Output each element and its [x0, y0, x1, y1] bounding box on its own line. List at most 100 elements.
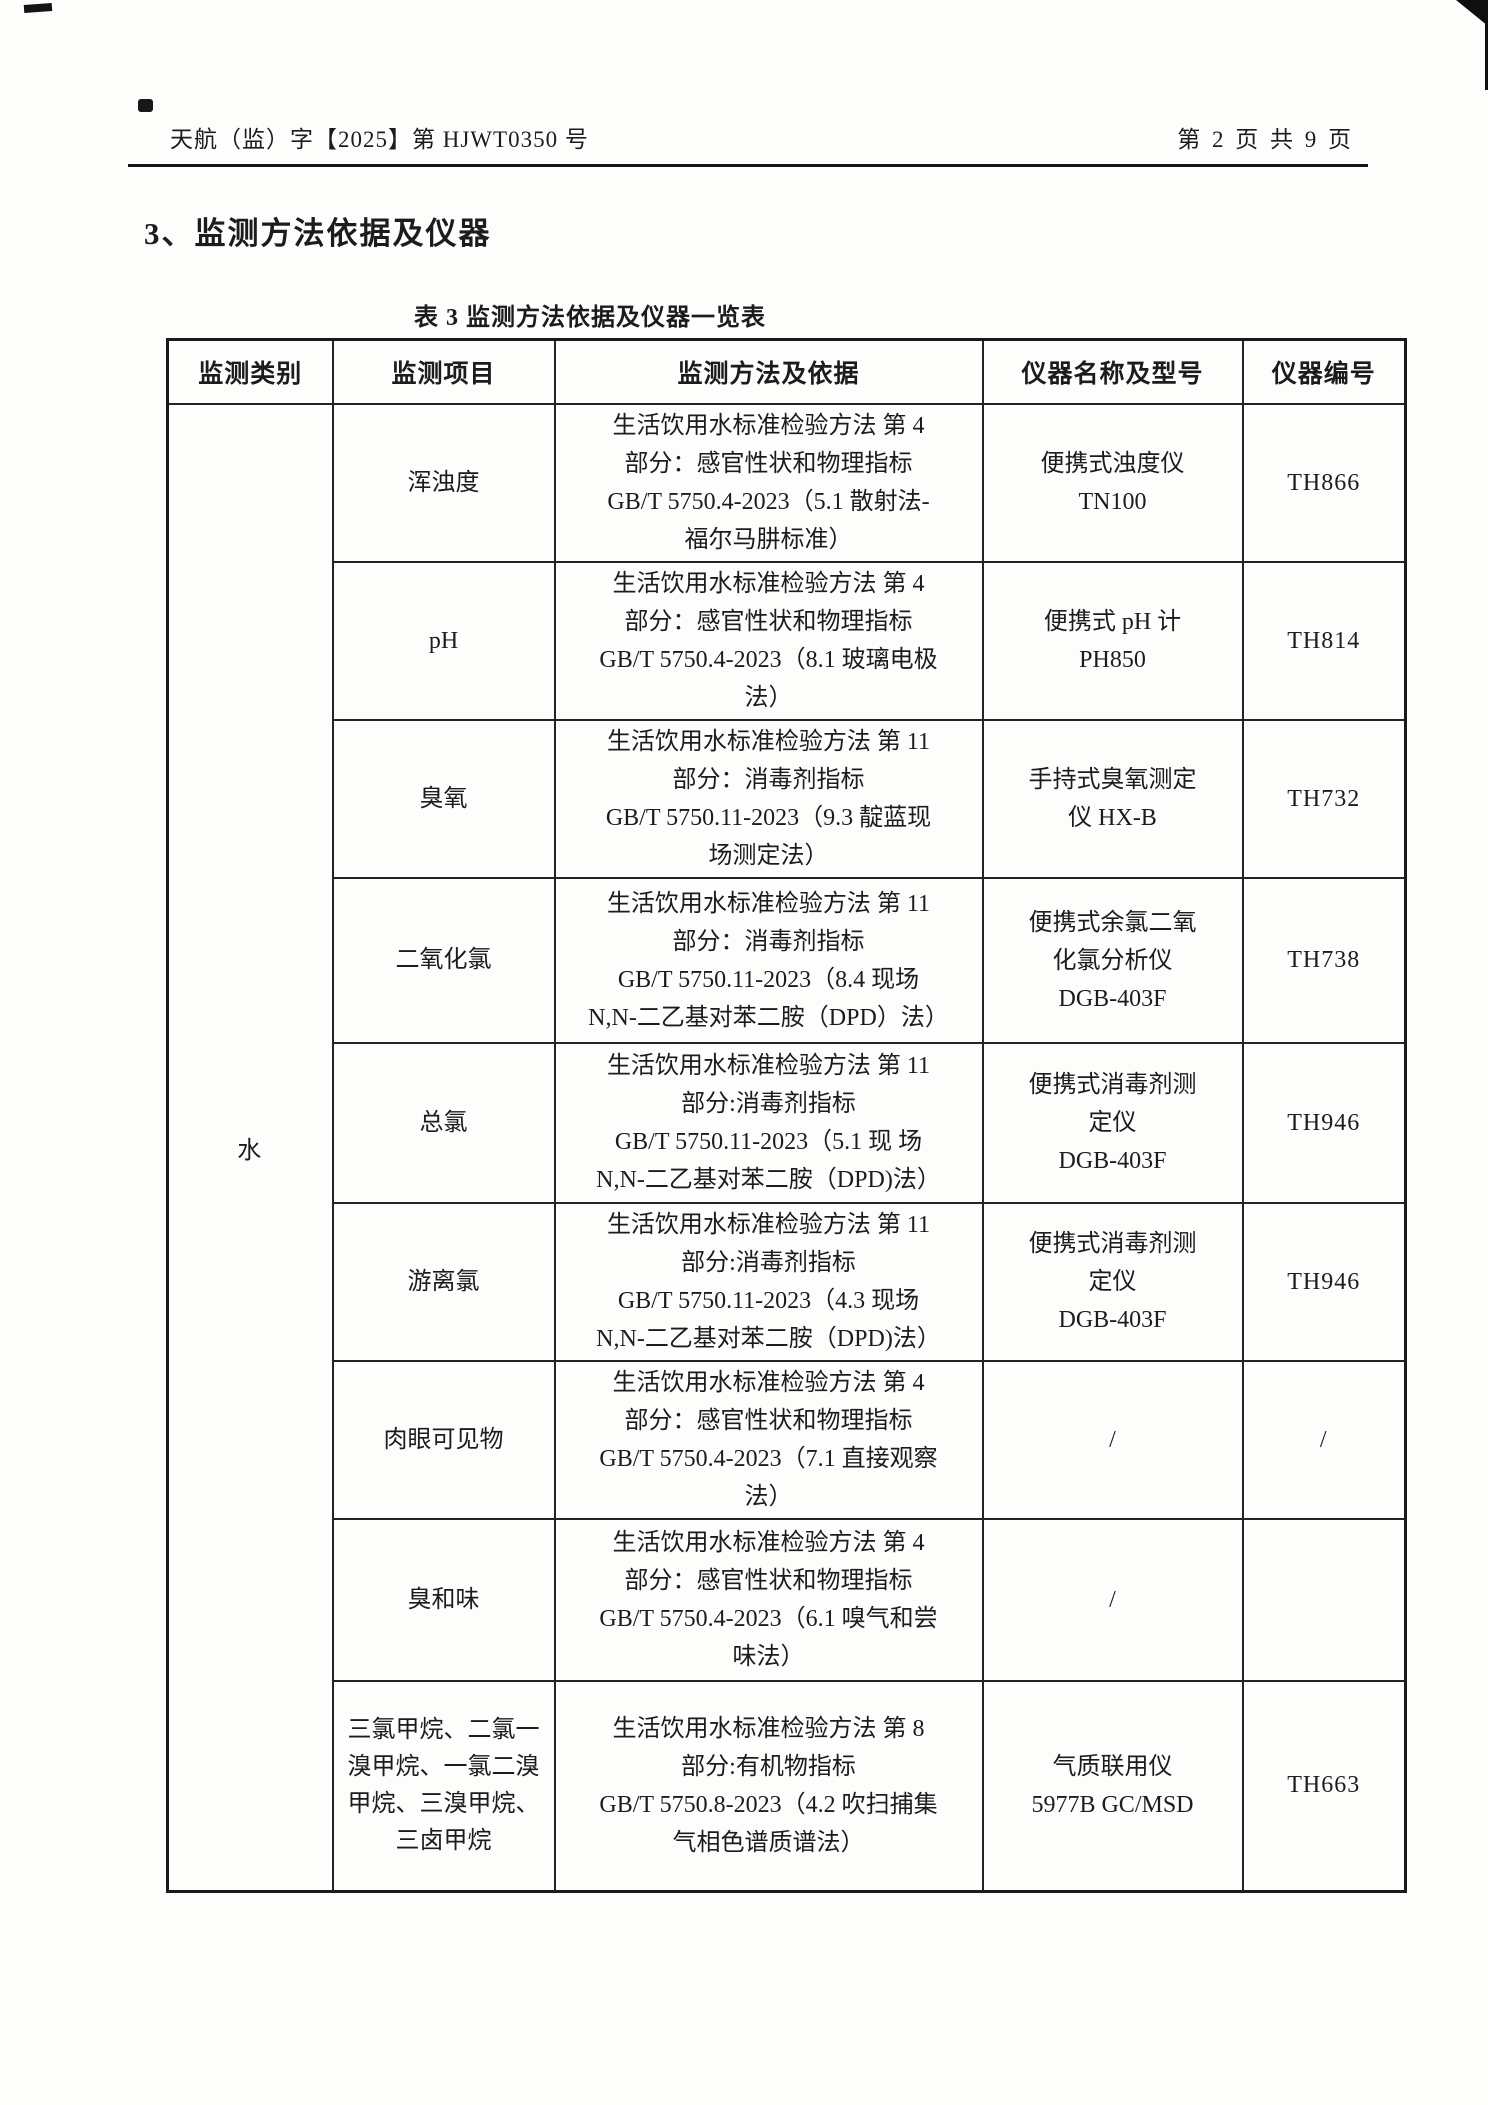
method-line: 生活饮用水标准检验方法 第 4 — [612, 1370, 925, 1396]
method-line: 生活饮用水标准检验方法 第 4 — [612, 413, 925, 439]
instrument-line: / — [1109, 1427, 1116, 1453]
table-row: 臭和味 生活饮用水标准检验方法 第 4 部分：感官性状和物理指标 GB/T 5750.… — [168, 1518, 1407, 1682]
instrument-cell: 便携式消毒剂测 定仪 DGB-403F — [981, 1042, 1244, 1204]
instrument-line: 便携式消毒剂测 — [1028, 1231, 1197, 1257]
category-cell: 水 — [166, 403, 334, 1892]
page-indicator: 第 2 页 共 9 页 — [1177, 127, 1354, 152]
document-number: 天航（监）字【2025】第 HJWT0350 号 — [170, 127, 589, 152]
method-line: GB/T 5750.11-2023（9.3 靛蓝现 — [605, 805, 932, 831]
method-line: 气相色谱质谱法） — [672, 1829, 865, 1856]
instrument-line: 5977B GC/MSD — [1031, 1791, 1194, 1818]
table-row: 臭氧 生活饮用水标准检验方法 第 11 部分：消毒剂指标 GB/T 5750.11-2… — [168, 719, 1407, 879]
instrument-line: 便携式余氯二氧 — [1028, 909, 1197, 936]
method-line: 部分：感官性状和物理指标 — [624, 1568, 913, 1594]
column-header-method: 监测方法及依据 — [553, 338, 984, 405]
instrument-code-cell: TH814 — [1241, 561, 1407, 721]
instrument-line: DGB-403F — [1058, 985, 1167, 1012]
monitoring-methods-table: 监测类别 监测项目 监测方法及依据 仪器名称及型号 仪器编号 水浑浊度生活饮用水… — [166, 338, 1407, 1893]
instrument-line: TN100 — [1078, 489, 1147, 515]
item-cell: 臭和味 — [331, 1518, 556, 1682]
instrument-code-cell: TH946 — [1241, 1202, 1407, 1362]
method-line: 部分:有机物指标 — [681, 1753, 856, 1780]
item-cell: 浑浊度 — [331, 403, 556, 563]
instrument-line: 化氯分析仪 — [1052, 947, 1173, 974]
item-cell: 游离氯 — [331, 1202, 556, 1362]
table-row: 总氯 生活饮用水标准检验方法 第 11 部分:消毒剂指标 GB/T 5750.11-2… — [168, 1042, 1407, 1204]
item-cell: 臭氧 — [331, 719, 556, 879]
instrument-line: PH850 — [1079, 647, 1146, 673]
instrument-cell: 手持式臭氧测定仪 HX-B — [981, 719, 1244, 879]
method-line: 福尔马肼标准） — [684, 527, 853, 553]
item-cell: pH — [331, 561, 556, 721]
item-cell: 三氯甲烷、二氯一溴甲烷、一氯二溴甲烷、三溴甲烷、三卤甲烷 — [331, 1680, 556, 1892]
instrument-line: 便携式浊度仪 — [1040, 451, 1185, 477]
scan-artifact-right-edge — [1485, 0, 1488, 90]
instrument-line: DGB-403F — [1058, 1307, 1167, 1333]
instrument-code-cell: TH738 — [1241, 877, 1407, 1044]
method-line: GB/T 5750.4-2023（7.1 直接观察 — [599, 1446, 938, 1472]
method-line: 部分：感官性状和物理指标 — [624, 609, 913, 635]
instrument-line: 便携式 pH 计 — [1043, 609, 1182, 635]
table-row: 水浑浊度 生活饮用水标准检验方法 第 4 部分：感官性状和物理指标 GB/T 5750… — [166, 403, 1407, 1892]
method-line: N,N-二乙基对苯二胺（DPD）法） — [588, 1004, 949, 1031]
table-body: 水浑浊度 生活饮用水标准检验方法 第 4 部分：感官性状和物理指标 GB/T 5750… — [166, 403, 1407, 1892]
table-row: 肉眼可见物 生活饮用水标准检验方法 第 4 部分：感官性状和物理指标 GB/T 575… — [168, 1360, 1407, 1520]
instrument-code-cell — [1241, 1518, 1407, 1682]
method-line: 生活饮用水标准检验方法 第 4 — [612, 1530, 925, 1556]
method-line: 法） — [744, 685, 793, 711]
method-line: 生活饮用水标准检验方法 第 4 — [612, 571, 925, 597]
instrument-cell: / — [981, 1518, 1244, 1682]
method-line: GB/T 5750.8-2023（4.2 吹扫捕集 — [599, 1791, 938, 1818]
table-caption: 表 3 监测方法依据及仪器一览表 — [414, 305, 766, 331]
item-cell: 总氯 — [331, 1042, 556, 1204]
method-line: N,N-二乙基对苯二胺（DPD)法） — [596, 1167, 941, 1193]
column-header-item: 监测项目 — [331, 338, 556, 405]
instrument-line: 气质联用仪 — [1052, 1753, 1173, 1780]
instrument-code-cell: / — [1241, 1360, 1407, 1520]
method-line: GB/T 5750.11-2023（4.3 现场 — [617, 1288, 920, 1314]
table-header-row: 监测类别 监测项目 监测方法及依据 仪器名称及型号 仪器编号 — [166, 338, 1407, 405]
method-line: GB/T 5750.4-2023（5.1 散射法- — [607, 489, 930, 515]
page-header: 天航（监）字【2025】第 HJWT0350 号 第 2 页 共 9 页 — [128, 120, 1368, 154]
method-line: 部分：感官性状和物理指标 — [624, 1408, 913, 1434]
column-header-instrument: 仪器名称及型号 — [981, 338, 1244, 405]
method-cell: 生活饮用水标准检验方法 第 4 部分：感官性状和物理指标 GB/T 5750.4-2… — [553, 1518, 984, 1682]
instrument-line: 仪 HX-B — [1068, 805, 1157, 831]
column-header-category: 监测类别 — [166, 338, 334, 405]
column-header-code: 仪器编号 — [1241, 338, 1407, 405]
method-line: GB/T 5750.11-2023（8.4 现场 — [617, 966, 920, 993]
section-title: 3、监测方法依据及仪器 — [144, 216, 492, 251]
method-line: 生活饮用水标准检验方法 第 8 — [612, 1715, 925, 1742]
method-line: GB/T 5750.4-2023（6.1 嗅气和尝 — [599, 1606, 938, 1632]
scan-artifact-top-left — [23, 3, 53, 13]
method-line: 部分:消毒剂指标 — [681, 1091, 856, 1117]
instrument-code-cell: TH866 — [1241, 403, 1407, 563]
instrument-cell: 气质联用仪 5977B GC/MSD — [981, 1680, 1244, 1892]
method-line: 部分：消毒剂指标 — [672, 928, 865, 955]
method-line: 场测定法） — [708, 843, 829, 869]
method-line: GB/T 5750.11-2023（5.1 现 场 — [614, 1129, 923, 1155]
instrument-cell: / — [981, 1360, 1244, 1520]
method-cell: 生活饮用水标准检验方法 第 11 部分:消毒剂指标 GB/T 5750.11-202… — [553, 1042, 984, 1204]
item-cell: 二氧化氯 — [331, 877, 556, 1044]
method-line: 部分：消毒剂指标 — [672, 767, 865, 793]
instrument-cell: 便携式 pH 计 PH850 — [981, 561, 1244, 721]
method-cell: 生活饮用水标准检验方法 第 11 部分：消毒剂指标 GB/T 5750.11-202… — [553, 719, 984, 879]
instrument-line: 定仪 — [1088, 1269, 1137, 1295]
instrument-code-cell: TH663 — [1241, 1680, 1407, 1892]
method-line: 味法） — [732, 1644, 805, 1670]
instrument-cell: 便携式浊度仪 TN100 — [981, 403, 1244, 563]
method-line: N,N-二乙基对苯二胺（DPD)法） — [596, 1326, 941, 1352]
method-line: 部分：感官性状和物理指标 — [624, 451, 913, 477]
instrument-line: 手持式臭氧测定 — [1028, 767, 1197, 793]
instrument-cell: 便携式余氯二氧 化氯分析仪 DGB-403F — [981, 877, 1244, 1044]
table-row: 二氧化氯 生活饮用水标准检验方法 第 11 部分：消毒剂指标 GB/T 5750.11… — [168, 877, 1407, 1044]
scan-artifact-top-right — [1456, 0, 1488, 26]
table-row: pH 生活饮用水标准检验方法 第 4 部分：感官性状和物理指标 GB/T 5750.4… — [168, 561, 1407, 721]
method-line: 生活饮用水标准检验方法 第 11 — [606, 1053, 931, 1079]
instrument-line: / — [1109, 1587, 1116, 1613]
instrument-line: 便携式消毒剂测 — [1028, 1072, 1197, 1098]
header-rule — [128, 164, 1368, 167]
method-line: 生活饮用水标准检验方法 第 11 — [606, 729, 931, 755]
method-cell: 生活饮用水标准检验方法 第 4 部分：感官性状和物理指标 GB/T 5750.4-2… — [553, 1360, 984, 1520]
